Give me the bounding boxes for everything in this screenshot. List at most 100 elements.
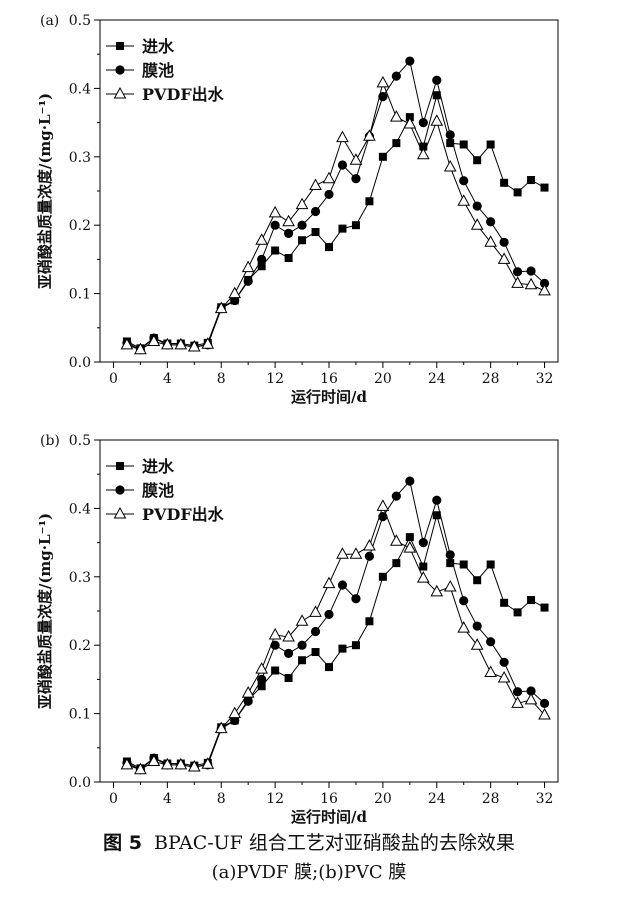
x-tick-label: 0 [109,371,118,387]
data-point [351,221,360,230]
y-tick-label: 0.3 [69,150,91,166]
data-point [405,476,415,486]
data-point [324,189,334,200]
data-point [392,139,401,148]
data-point [418,538,428,548]
data-point [257,674,267,684]
data-point [486,140,495,149]
y-axis-label: 亚硝酸盐质量浓度/(mg·L⁻¹) [36,513,54,709]
data-point [255,233,268,245]
data-point [365,197,374,206]
x-tick-label: 8 [217,371,226,387]
data-point [526,686,536,696]
data-point [472,621,482,631]
data-point [268,627,282,640]
data-point [405,56,415,66]
data-point [376,75,390,88]
x-tick-label: 16 [320,371,338,387]
data-point [526,266,536,276]
data-point [147,334,161,346]
data-point [187,759,201,772]
data-point [351,594,361,604]
data-point [187,339,201,352]
x-axis-label: 运行时间/d [291,808,367,826]
data-point [538,283,551,296]
data-point [270,640,280,650]
data-point [497,252,511,264]
data-point [243,276,253,286]
y-tick-label: 0.0 [69,775,91,791]
data-point [378,92,388,102]
data-point [325,243,333,252]
data-point [268,205,282,218]
data-point [378,152,387,161]
data-point [459,176,469,186]
x-tick-label: 24 [428,371,446,387]
data-point [378,572,387,581]
data-point [241,686,255,698]
data-point [214,721,228,734]
data-point [527,596,536,605]
data-point [364,551,375,561]
data-point [472,201,482,211]
y-tick-label: 0.3 [69,570,91,586]
legend-label: 膜池 [142,61,174,80]
panel-label: (a) [40,13,59,29]
data-point [338,224,347,233]
data-point [499,657,509,667]
data-point [284,254,293,263]
data-point [473,156,482,165]
data-point [527,176,536,185]
data-point [473,576,482,585]
data-point [174,757,188,770]
data-point [446,559,455,568]
data-point [391,71,401,81]
data-point [390,110,403,122]
data-point [325,663,333,672]
data-point [271,666,280,675]
data-point [540,603,549,612]
data-point [443,160,457,172]
data-point [243,696,253,706]
data-point [271,246,280,255]
data-point [484,665,497,678]
caption-subtitle: (a)PVDF 膜;(b)PVC 膜 [211,862,407,883]
legend-label: 进水 [142,457,175,476]
data-point [351,174,361,184]
caption-figure-label: 图 5 [103,832,142,854]
data-point [430,114,444,126]
data-point [403,541,417,553]
data-point [403,116,417,129]
x-tick-label: 8 [217,791,226,807]
data-point [338,644,347,653]
data-point [230,715,240,726]
data-point [147,754,161,766]
data-point [445,130,455,140]
data-point [295,197,309,210]
x-tick-label: 16 [320,791,338,807]
y-tick-label: 0.4 [69,81,91,97]
data-point [513,608,522,617]
x-tick-label: 32 [536,791,554,807]
chart-panel-b: 0 4 8 12 16 20 24 28 32 0.0 0.1 0.2 0.3 0.4 0.5 (b) 运行时间… [36,433,559,826]
data-point [540,183,549,192]
data-point [310,626,321,637]
data-point [446,139,455,148]
x-tick-label: 28 [482,791,500,807]
data-point [470,218,484,230]
series-1 [122,91,549,353]
legend-marker [116,462,124,470]
data-point [459,140,468,149]
data-point [497,670,511,683]
data-point [390,534,403,546]
data-point [486,637,496,647]
series-line [126,59,545,351]
data-point [282,629,295,642]
series-3 [120,499,551,775]
data-point [538,707,551,720]
x-tick-label: 4 [163,371,172,387]
data-point [134,762,147,775]
data-point [298,236,307,245]
data-point [310,206,321,217]
